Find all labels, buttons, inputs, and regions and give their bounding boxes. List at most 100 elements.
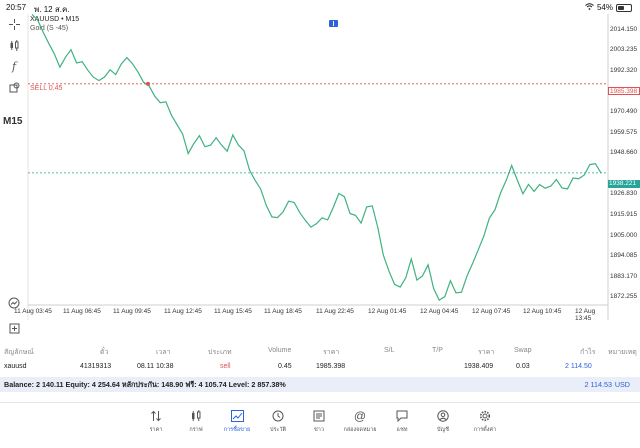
time-tick-label: 12 Aug 04:45	[420, 308, 459, 315]
sell-price-tag: 1985.398	[608, 87, 640, 95]
chart-type-icon[interactable]	[7, 38, 21, 52]
table-header-cell[interactable]: Volume	[268, 347, 292, 354]
one-click-trading-icon[interactable]	[329, 20, 338, 27]
chart-symbol: XAUUSD	[30, 16, 60, 23]
indicators-icon[interactable]: f	[11, 59, 17, 73]
timeframe-button[interactable]: M15	[3, 116, 23, 127]
nav-accounts-label: บัญชี	[437, 427, 449, 433]
position-row[interactable]: xauusd 41319313 08.11 10:38 sell 0.45 19…	[0, 362, 640, 374]
balance-summary: Balance: 2 140.11 Equity: 4 254.64 หลักป…	[4, 380, 286, 389]
table-header-cell[interactable]: เวลา	[156, 349, 171, 356]
price-chart[interactable]	[0, 0, 640, 330]
time-axis: 11 Aug 03:45 11 Aug 06:45 11 Aug 09:45 11 A…	[14, 305, 608, 322]
position-ticket: 41319313	[80, 363, 112, 370]
table-header-cell[interactable]: Swap	[514, 347, 532, 354]
position-current-price: 1938.409	[464, 363, 494, 370]
nav-settings-label: การตั้งค่า	[473, 427, 497, 433]
chat-icon	[380, 409, 424, 423]
price-tick-label: 1905.000	[610, 231, 638, 239]
nav-charts-label: กราฟ	[189, 427, 203, 433]
price-tick-label: 1926.830	[610, 190, 638, 198]
position-profit: 2 114.50	[565, 363, 592, 370]
objects-icon[interactable]	[7, 80, 21, 94]
new-order-icon[interactable]	[7, 321, 21, 335]
table-header-cell[interactable]: S/L	[384, 347, 395, 354]
price-tick-label: 1970.490	[610, 107, 638, 115]
table-header-cell[interactable]: ประเภท	[208, 349, 232, 356]
nav-settings[interactable]: การตั้งค่า	[463, 409, 507, 434]
crosshair-icon[interactable]	[7, 17, 21, 31]
news-icon	[297, 409, 341, 423]
table-header-cell[interactable]: ราคา	[323, 349, 340, 356]
time-tick-label: 11 Aug 22:45	[316, 308, 354, 315]
history-icon	[256, 409, 300, 423]
nav-news[interactable]: ข่าว	[297, 409, 341, 434]
nav-charts[interactable]: กราฟ	[174, 409, 218, 434]
price-tick-label: 1915.915	[610, 210, 638, 218]
price-series-line	[31, 13, 602, 301]
position-volume: 0.45	[278, 363, 292, 370]
price-tick-label: 2003.235	[610, 46, 638, 54]
price-tick-label: 1872.255	[610, 293, 638, 301]
chart-symbol-info: XAUUSD • M15 Gold (S -45)	[30, 15, 79, 33]
quick-trading-icon[interactable]	[7, 296, 21, 310]
nav-history[interactable]: ประวัติ	[256, 409, 300, 434]
price-tick-label: 2014.150	[610, 25, 638, 33]
nav-chat-label: แชท	[396, 427, 408, 433]
wifi-icon	[585, 3, 594, 12]
current-price-tag: 1938.221	[608, 180, 640, 188]
price-tick-label: 1959.575	[610, 128, 638, 136]
bullet: •	[61, 16, 64, 23]
position-type: sell	[220, 363, 231, 370]
status-time: 20:57	[6, 3, 27, 12]
table-header-cell[interactable]: หมายเหตุ	[608, 349, 637, 356]
table-header-cell[interactable]: ราคา	[478, 349, 495, 356]
time-tick-label: 11 Aug 09:45	[113, 308, 151, 315]
status-bar: 20:57 พ. 12 ส.ค. 54%	[0, 0, 640, 14]
position-price: 1985.398	[316, 363, 346, 370]
price-tick-label: 1992.320	[610, 66, 638, 74]
time-tick-label: 12 Aug 13:45	[575, 308, 596, 322]
time-tick-label: 11 Aug 06:45	[63, 308, 101, 315]
battery-icon	[616, 3, 632, 12]
bottom-navigation: ราคา กราฟ การซื้อขาย ประวัติ ข่าว @ กล่อ…	[0, 402, 640, 448]
nav-news-label: ข่าว	[314, 427, 324, 433]
price-tick-label: 1948.660	[610, 149, 638, 157]
nav-mailbox-label: กล่องจดหมาย	[343, 427, 377, 433]
balance-bar: Balance: 2 140.11 Equity: 4 254.64 หลักป…	[0, 377, 640, 392]
nav-history-label: ประวัติ	[269, 427, 287, 433]
time-tick-label: 12 Aug 10:45	[523, 308, 562, 315]
nav-trade-label: การซื้อขาย	[223, 427, 251, 433]
time-tick-label: 11 Aug 15:45	[214, 308, 252, 315]
status-date: พ. 12 ส.ค.	[34, 5, 70, 14]
nav-trade[interactable]: การซื้อขาย	[215, 409, 259, 434]
account-icon	[421, 409, 465, 423]
nav-chat[interactable]: แชท	[380, 409, 424, 434]
time-tick-label: 11 Aug 18:45	[264, 308, 302, 315]
chart-description: Gold (S -45)	[30, 25, 69, 32]
battery-percent: 54%	[596, 3, 613, 12]
total-profit: 2 114.53	[584, 380, 612, 389]
nav-mailbox[interactable]: @ กล่องจดหมาย	[338, 409, 382, 434]
time-tick-label: 11 Aug 12:45	[164, 308, 202, 315]
chart-toolbar: f M15	[0, 14, 28, 334]
nav-quotes[interactable]: ราคา	[134, 409, 178, 434]
price-tick-label: 1894.085	[610, 252, 638, 260]
sell-entry-marker[interactable]	[146, 81, 150, 86]
chart-timeframe-label: M15	[65, 16, 80, 23]
nav-accounts[interactable]: บัญชี	[421, 409, 465, 434]
sell-line-label: SELL 0.45	[30, 85, 63, 92]
table-header-cell[interactable]: กำไร	[580, 349, 596, 356]
trade-icon	[215, 409, 259, 423]
time-tick-label: 12 Aug 01:45	[368, 308, 407, 315]
quotes-icon	[134, 409, 178, 423]
time-tick-label: 11 Aug 03:45	[14, 308, 52, 315]
position-swap: 0.03	[516, 363, 530, 370]
currency: USD	[614, 380, 630, 389]
table-header-cell[interactable]: สัญลักษณ์	[4, 349, 34, 356]
table-header-cell[interactable]: ตั๋ว	[100, 349, 109, 356]
settings-gear-icon	[463, 409, 507, 423]
nav-quotes-label: ราคา	[149, 427, 163, 433]
table-header-cell[interactable]: T/P	[432, 347, 443, 354]
mailbox-at-icon: @	[353, 409, 367, 423]
